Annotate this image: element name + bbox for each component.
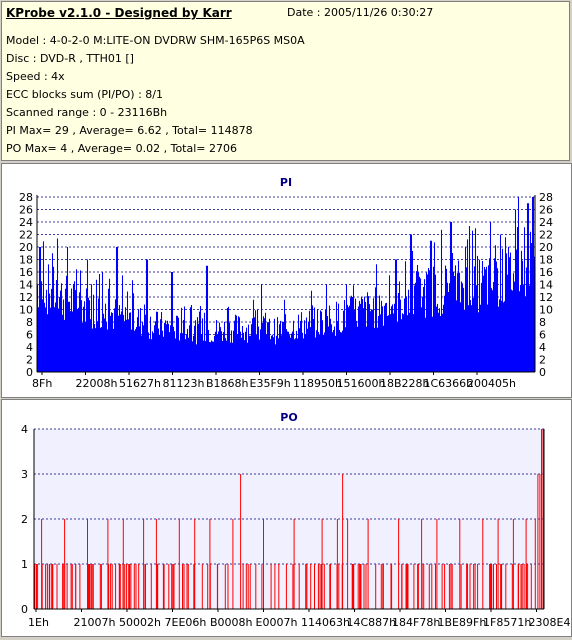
info-po-summary: PO Max= 4 , Average= 0.02 , Total= 2706: [6, 142, 237, 155]
pi-y-tick-label-right: 4: [539, 341, 546, 354]
pi-x-tick-label: E35F9h: [250, 377, 291, 390]
pi-x-tick-label: 81123h: [163, 377, 205, 390]
pi-y-tick-label-right: 6: [539, 329, 546, 342]
po-x-tick-label: 184F78h: [392, 616, 440, 629]
po-y-tick-label: 0: [21, 603, 28, 616]
po-bars: [34, 429, 544, 609]
po-x-tick-label: 1Eh: [28, 616, 49, 629]
po-chart: PO 0 1 2 3 4 1Eh 21007h 50002h 7EE06h B0008h E0007h…: [21, 411, 572, 629]
pi-y-tick-label-left: 8: [26, 316, 33, 329]
pi-y-tick-label-left: 10: [19, 304, 33, 317]
po-y-tick-label: 1: [21, 558, 28, 571]
info-pi-summary: PI Max= 29 , Average= 6.62 , Total= 1148…: [6, 124, 253, 137]
pi-x-tick-label: 1C6366h: [424, 377, 474, 390]
po-y-tick-label: 4: [21, 423, 28, 436]
pi-y-tick-label-left: 20: [19, 241, 33, 254]
pi-y-tick-label-left: 2: [26, 354, 33, 367]
pi-y-tick-label-right: 0: [539, 366, 546, 379]
po-x-tick-label: 14C887h: [347, 616, 397, 629]
pi-x-tick-label: 200405h: [467, 377, 516, 390]
pi-y-tick-label-right: 28: [539, 191, 553, 204]
pi-y-tick-label-left: 0: [26, 366, 33, 379]
pi-x-tick-label: 118950h: [293, 377, 342, 390]
po-x-tick-label: 7EE06h: [165, 616, 207, 629]
pi-y-tick-label-right: 22: [539, 229, 553, 242]
pi-x-tick-label: 51627h: [119, 377, 161, 390]
info-ecc-blocks: ECC blocks sum (PI/PO) : 8/1: [6, 88, 163, 101]
pi-y-tick-label-right: 12: [539, 291, 553, 304]
pi-y-tick-label-right: 10: [539, 304, 553, 317]
info-model: Model : 4-0-2-0 M:LITE-ON DVDRW SHM-165P…: [6, 34, 305, 47]
info-scanned-range: Scanned range : 0 - 23116Bh: [6, 106, 168, 119]
po-y-tick-label: 3: [21, 468, 28, 481]
po-x-tick-label: 1F8571h: [483, 616, 531, 629]
pi-x-tick-label: 151600h: [337, 377, 386, 390]
pi-y-tick-label-left: 18: [19, 254, 33, 267]
pi-y-tick-label-left: 12: [19, 291, 33, 304]
pi-y-tick-label-left: 28: [19, 191, 33, 204]
pi-x-tick-label: B1868h: [206, 377, 249, 390]
pi-x-tick-label: 8Fh: [32, 377, 52, 390]
po-chart-title: PO: [280, 411, 297, 424]
pi-chart-title: PI: [280, 176, 292, 189]
pi-y-tick-label-left: 4: [26, 341, 33, 354]
pi-y-tick-label-right: 8: [539, 316, 546, 329]
scan-date: Date : 2005/11/26 0:30:27: [287, 6, 434, 19]
pi-chart-panel: PI 0 0 2 2 4 4 6 6 8 8 10 10 12 12 14 14 16 16 18 18 20 20 22 22…: [1, 163, 572, 398]
pi-y-tick-label-right: 16: [539, 266, 553, 279]
po-x-tick-label: 2308E4h: [529, 616, 572, 629]
pi-x-tick-label: 18B228h: [380, 377, 430, 390]
pi-y-tick-label-left: 6: [26, 329, 33, 342]
po-x-tick-label: 50002h: [119, 616, 161, 629]
pi-y-tick-label-right: 2: [539, 354, 546, 367]
pi-y-tick-label-right: 24: [539, 216, 553, 229]
pi-y-tick-label-left: 22: [19, 229, 33, 242]
pi-y-tick-label-right: 18: [539, 254, 553, 267]
pi-y-tick-label-left: 14: [19, 279, 33, 292]
info-speed: Speed : 4x: [6, 70, 65, 83]
po-chart-panel: PO 0 1 2 3 4 1Eh 21007h 50002h 7EE06h B0008h E0007h…: [1, 399, 572, 637]
po-y-tick-label: 2: [21, 513, 28, 526]
po-x-tick-label: B0008h: [210, 616, 253, 629]
pi-x-tick-label: 22008h: [76, 377, 118, 390]
info-panel: KProbe v2.1.0 - Designed by Karr Date : …: [1, 1, 570, 161]
po-x-tick-label: 114063h: [301, 616, 350, 629]
po-x-tick-label: 21007h: [74, 616, 116, 629]
pi-y-tick-label-left: 26: [19, 204, 33, 217]
pi-y-tick-label-left: 24: [19, 216, 33, 229]
pi-y-tick-label-right: 26: [539, 204, 553, 217]
po-x-tick-label: E0007h: [256, 616, 298, 629]
pi-y-tick-label-right: 20: [539, 241, 553, 254]
pi-y-tick-label-left: 16: [19, 266, 33, 279]
po-x-tick-label: 1BE89Fh: [438, 616, 487, 629]
pi-y-tick-label-right: 14: [539, 279, 553, 292]
info-disc: Disc : DVD-R , TTH01 []: [6, 52, 134, 65]
app-title: KProbe v2.1.0 - Designed by Karr: [6, 6, 232, 20]
